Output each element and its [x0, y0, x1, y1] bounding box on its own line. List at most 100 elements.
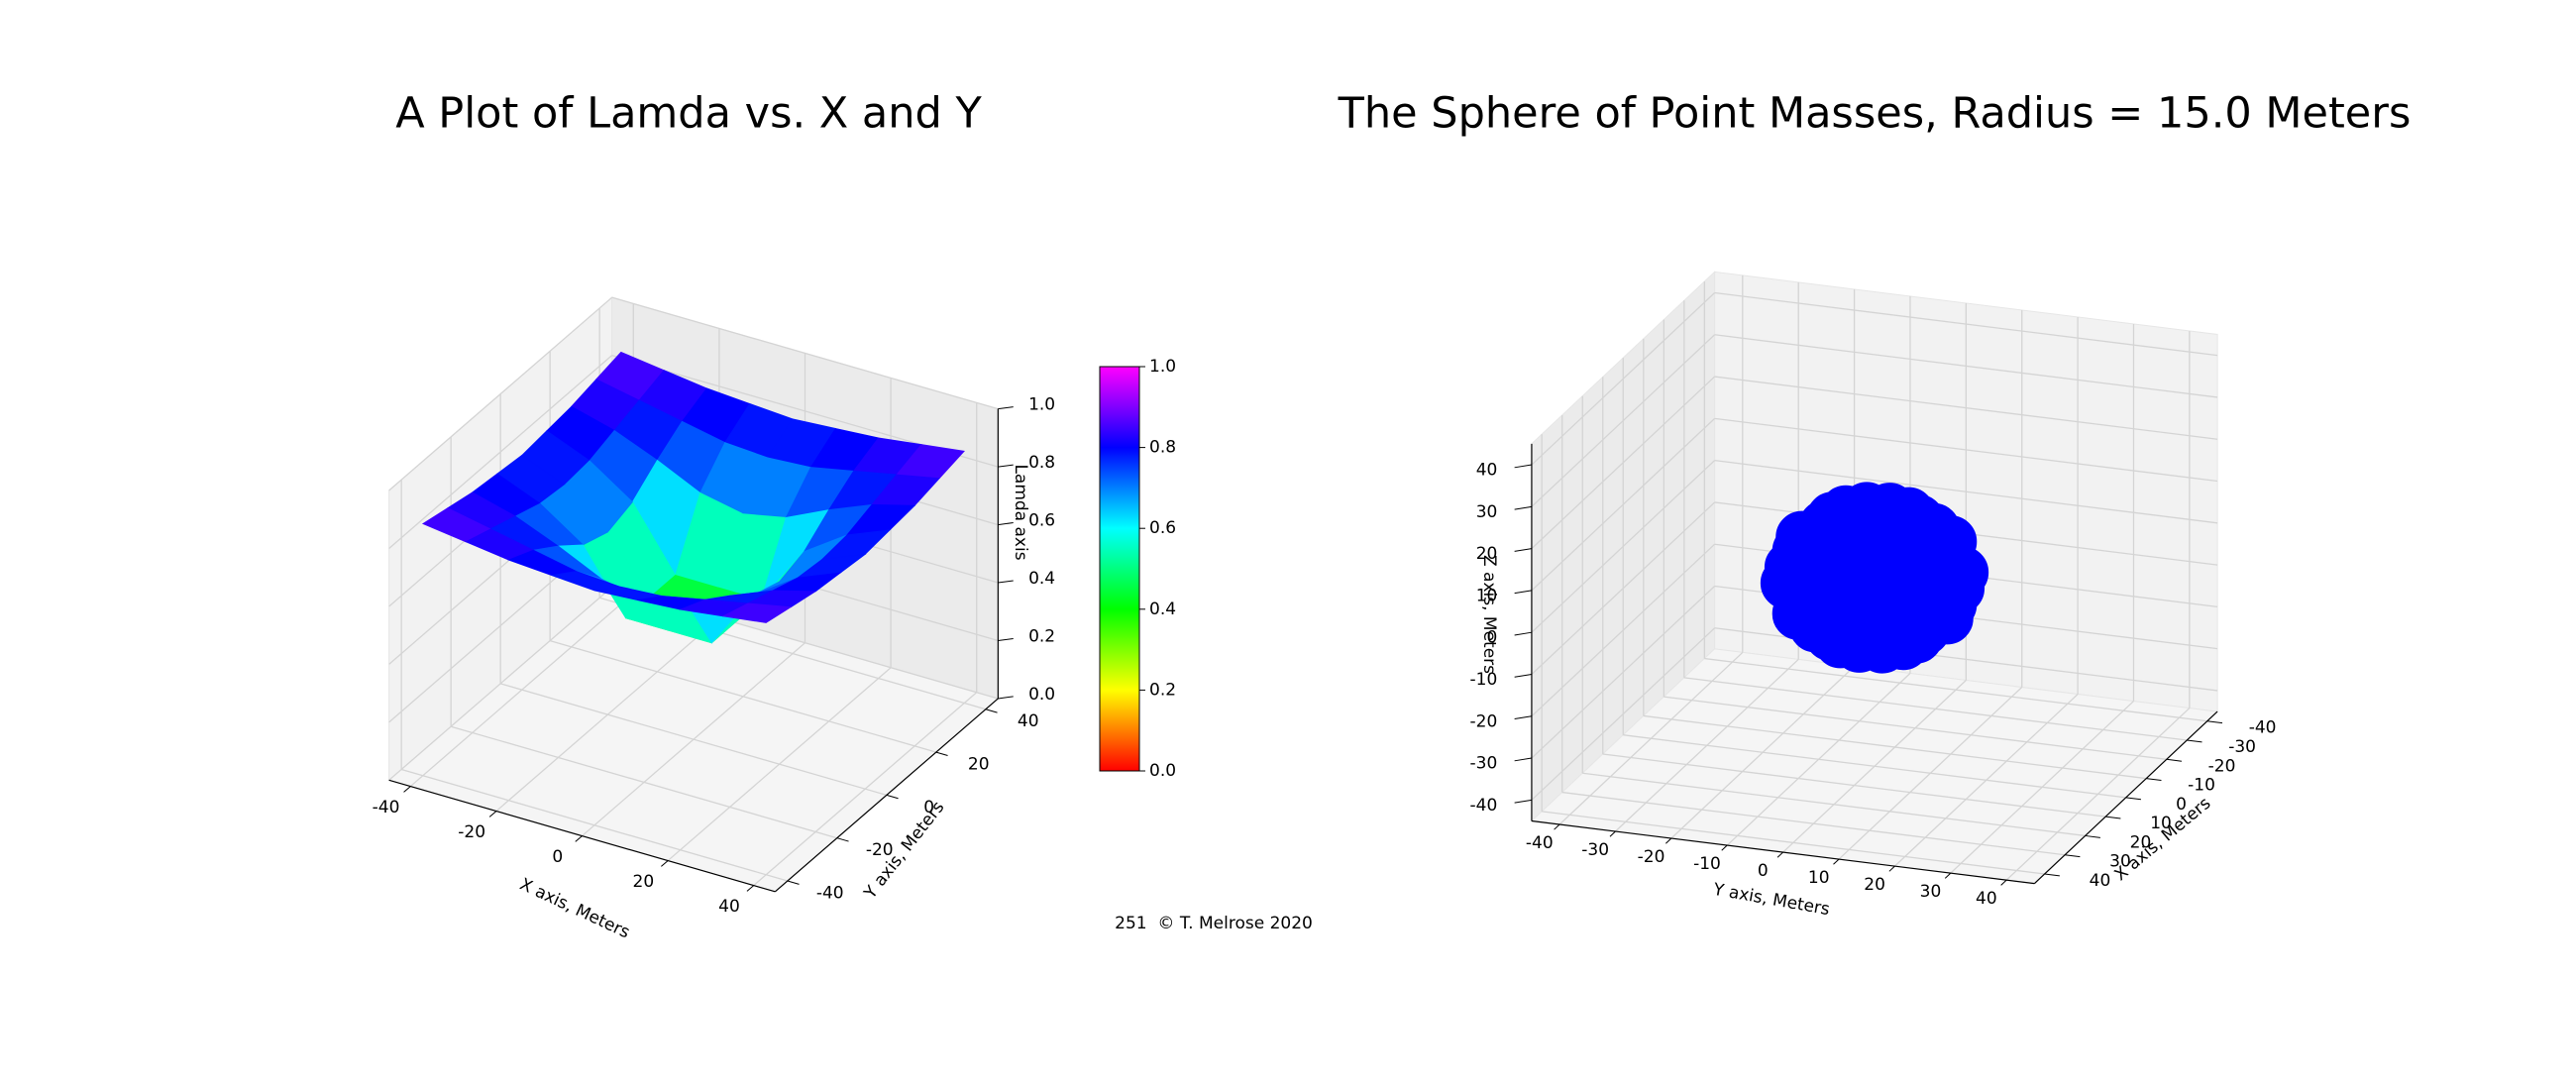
- colorbar: [1099, 366, 1140, 772]
- grid-line: [1838, 687, 2023, 860]
- x-tick-label: 20: [2130, 832, 2152, 852]
- z-tick-label: 20: [1476, 544, 1498, 564]
- chart-title: The Sphere of Point Masses, Radius = 15.…: [1338, 89, 2412, 139]
- x-axis-line: [2033, 710, 2218, 885]
- y-tick-label: 0: [923, 798, 934, 818]
- tick-mark: [1514, 590, 1533, 595]
- point: [1862, 546, 1915, 600]
- tick-mark: [2000, 879, 2007, 886]
- grid-line: [1726, 673, 1911, 846]
- grid-line: [1531, 460, 1716, 633]
- z-axis-label: Z axis, Meters: [1479, 555, 1499, 674]
- z-tick-label: -30: [1470, 754, 1498, 774]
- x-tick-label: -40: [373, 798, 400, 818]
- tick-mark: [1514, 757, 1533, 762]
- y-tick-label: 0: [1758, 861, 1769, 881]
- tick-mark: [1514, 799, 1533, 804]
- x-tick-label: -30: [2228, 737, 2256, 757]
- grid-line: [1714, 291, 2218, 357]
- y-tick-label: 30: [1920, 882, 1942, 902]
- tick-mark: [1721, 844, 1728, 851]
- tick-mark: [2044, 873, 2060, 877]
- tick-mark: [488, 811, 497, 818]
- tick-mark: [1514, 673, 1533, 678]
- z-tick-label: 1.0: [1028, 395, 1055, 415]
- colorbar-tick-label: 1.0: [1149, 357, 1176, 377]
- tick-mark: [1514, 715, 1533, 720]
- grid-line: [450, 725, 838, 839]
- z-tick-label: 40: [1476, 461, 1498, 481]
- tick-mark: [1888, 865, 1895, 872]
- tick-mark: [1554, 823, 1560, 830]
- grid-line: [1531, 627, 1716, 801]
- grid-line: [1714, 334, 2218, 398]
- grid-line: [1714, 459, 2218, 524]
- plots: -40 -20 0 20 40 -40 -20 0 20 40 0.0 0.2 0.4 0.6 0.8 1.0…: [373, 271, 2277, 917]
- grid-line: [1893, 694, 2079, 867]
- tick-mark: [787, 880, 800, 885]
- chart-title: A Plot of Lamda vs. X and Y: [395, 89, 982, 139]
- grid-line: [1531, 292, 1716, 466]
- tick-mark: [998, 464, 1014, 468]
- z-tick-label: -20: [1470, 711, 1498, 731]
- grid-line: [1531, 417, 1716, 592]
- tick-mark: [2206, 720, 2223, 724]
- tick-mark: [998, 637, 1014, 642]
- grid-line: [400, 768, 789, 882]
- z-tick-label: 0.6: [1028, 510, 1055, 530]
- grid-line: [388, 296, 613, 491]
- grid-line: [611, 296, 999, 410]
- tick-mark: [1514, 464, 1533, 469]
- tick-mark: [998, 406, 1014, 410]
- colorbar-tick-label: 0.4: [1149, 600, 1176, 619]
- tick-mark: [1514, 505, 1533, 510]
- z-axis-label: Lamda axis: [1011, 464, 1030, 560]
- tick-mark: [2125, 797, 2142, 801]
- z-tick-label: 10: [1476, 586, 1498, 605]
- z-tick-label: 30: [1476, 502, 1498, 522]
- grid-line: [1531, 334, 1716, 507]
- y-tick-label: -40: [816, 883, 844, 903]
- x-axis-line: [388, 779, 776, 893]
- x-tick-label: 0: [2176, 795, 2187, 815]
- tick-mark: [2085, 834, 2100, 838]
- grid-line: [1531, 376, 1716, 550]
- tick-mark: [1514, 631, 1533, 636]
- x-tick-label: -20: [458, 822, 485, 842]
- z-tick-label: 0.8: [1028, 453, 1055, 473]
- y-tick-label: 20: [968, 754, 990, 774]
- y-axis-line: [1531, 819, 2035, 885]
- x-tick-label: -20: [2208, 756, 2236, 776]
- y-tick-label: 20: [1864, 875, 1885, 895]
- grid-line: [1531, 543, 1716, 717]
- z-tick-label: 0.4: [1028, 569, 1055, 589]
- tick-mark: [661, 860, 669, 867]
- tick-mark: [575, 835, 583, 842]
- tick-mark: [886, 794, 899, 800]
- grid-line: [388, 586, 613, 781]
- colorbar-tick-label: 0.2: [1149, 680, 1176, 700]
- tick-mark: [1665, 837, 1672, 844]
- y-tick-label: -30: [1581, 840, 1609, 860]
- tick-mark: [403, 786, 411, 793]
- grid-line: [1950, 701, 2134, 874]
- grid-line: [1615, 658, 1799, 832]
- axes3d: -40 -20 0 20 40 -40 -20 0 20 40 0.0 0.2 0.4 0.6 0.8 1.0…: [373, 296, 1176, 917]
- tick-mark: [2187, 739, 2202, 743]
- y-axis-line: [774, 698, 999, 893]
- tick-mark: [2166, 758, 2183, 762]
- tick-mark: [1944, 872, 1952, 879]
- grid-line: [1531, 501, 1716, 675]
- x-tick-label: 20: [633, 872, 655, 892]
- x-tick-label: 10: [2150, 814, 2172, 833]
- x-tick-label: 30: [2109, 852, 2131, 872]
- y-tick-label: -20: [1638, 847, 1665, 867]
- z-tick-label: 0.2: [1028, 626, 1055, 646]
- grid-line: [1782, 680, 1967, 853]
- tick-mark: [935, 751, 948, 756]
- tick-mark: [2146, 778, 2162, 781]
- z-tick-label: -10: [1470, 670, 1498, 690]
